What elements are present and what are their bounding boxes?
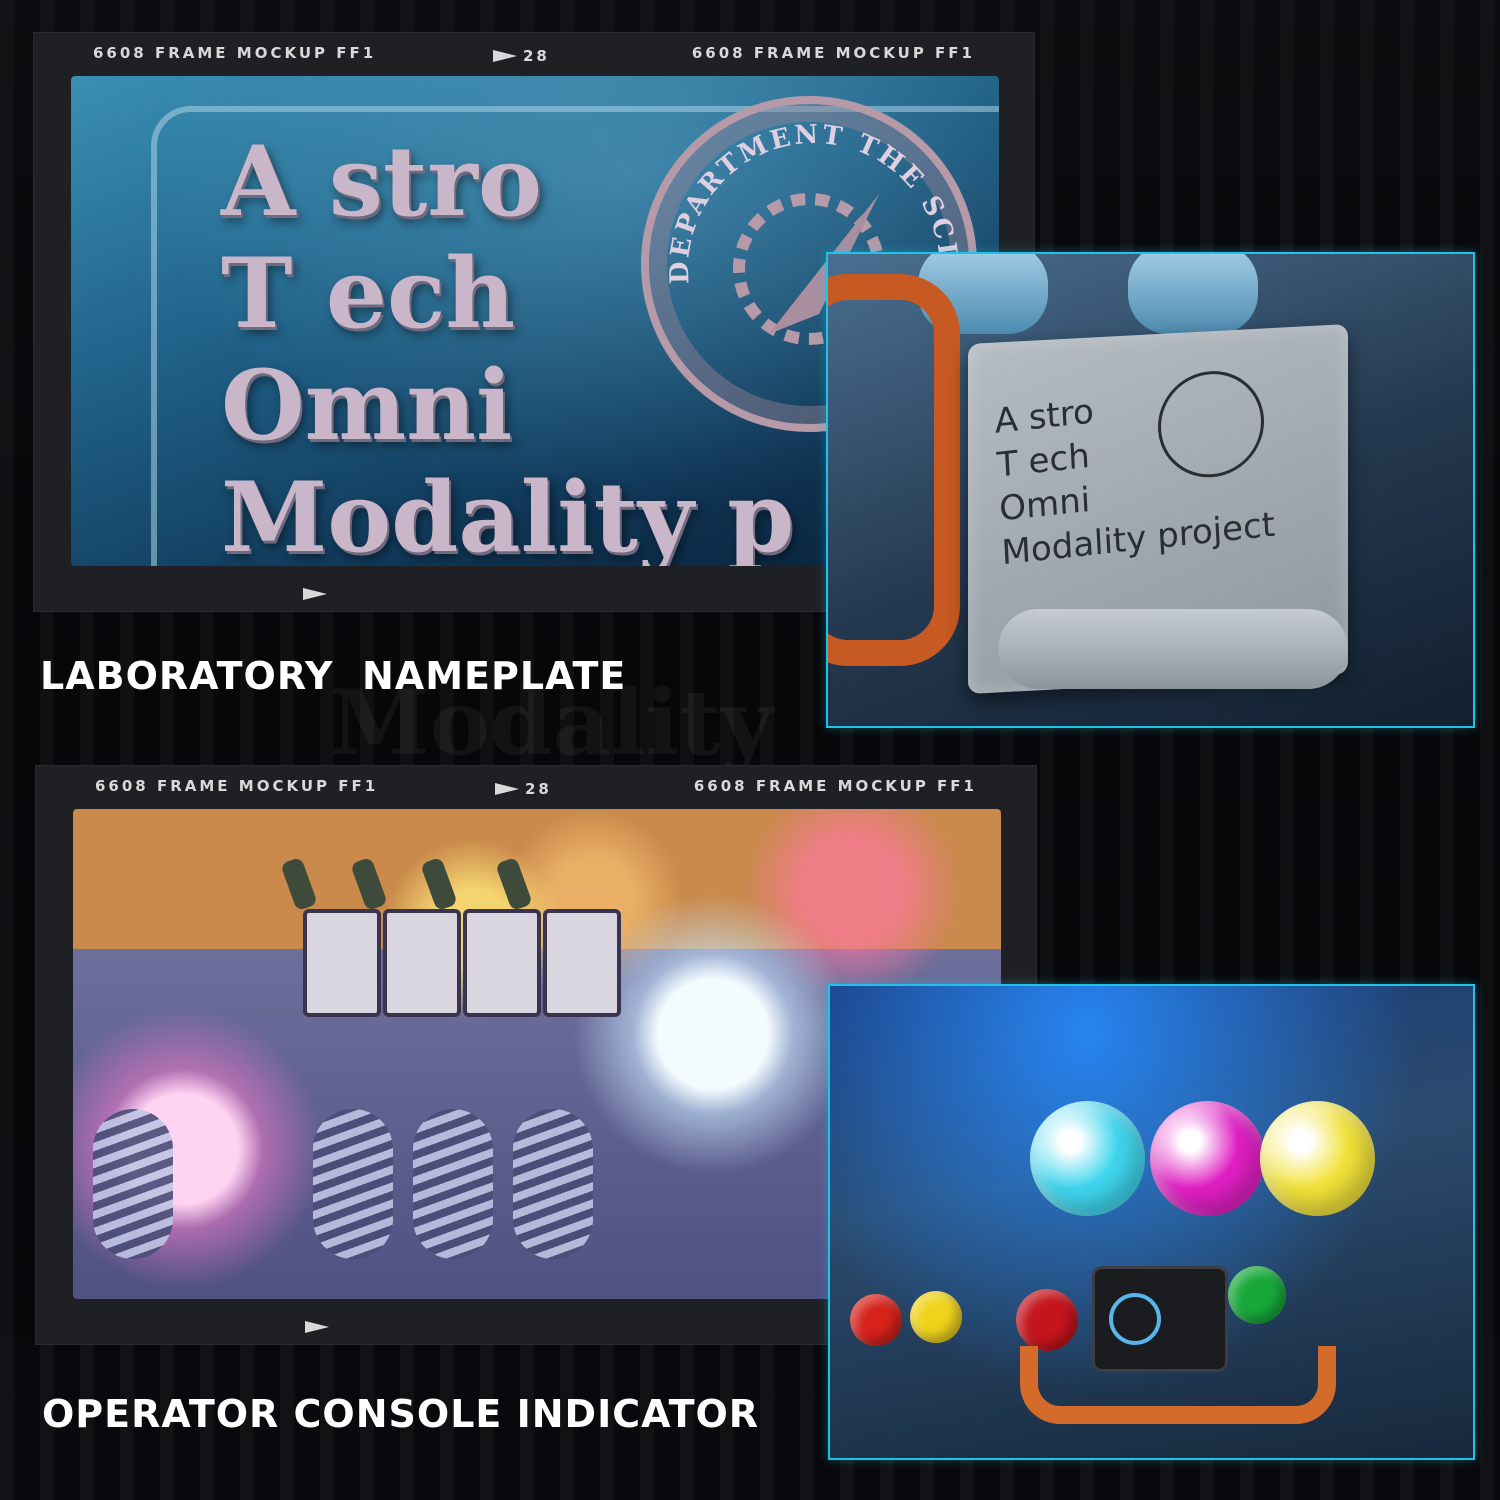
- console-screen: [1092, 1266, 1228, 1372]
- frame-header-number: 28: [495, 777, 552, 801]
- sign-line: Modality p: [221, 461, 795, 567]
- orange-arch-piece: [828, 274, 960, 666]
- frame-header-right: 6608 FRAME MOCKUP FF1: [693, 777, 977, 795]
- console-gauge: [303, 909, 381, 1017]
- frame-header-number: 28: [493, 44, 550, 68]
- frame-arrow-icon: [303, 588, 327, 600]
- indicator-orb: [1030, 1101, 1145, 1216]
- frame-number: 28: [523, 47, 550, 65]
- console-lever: [350, 856, 388, 912]
- console-vent: [93, 1109, 173, 1259]
- caption-laboratory-nameplate: LABORATORY NAMEPLATE: [40, 654, 627, 698]
- console-vent: [513, 1109, 593, 1259]
- caption-operator-console-indicator: OPERATOR CONSOLE INDICATOR: [42, 1392, 760, 1436]
- sign-lettering: A stro T ech Omni Modality p: [221, 125, 795, 567]
- sign-line: Omni: [221, 349, 513, 462]
- frame-header-left: 6608 FRAME MOCKUP FF1: [93, 44, 377, 62]
- frame-arrow-icon: [495, 783, 519, 795]
- sign-line: T ech: [221, 237, 516, 350]
- frame-arrow-icon: [493, 50, 517, 62]
- engraved-lettering: A stro T ech Omni Modality project: [994, 371, 1277, 575]
- console-knob: [1228, 1266, 1286, 1324]
- background-ghost-text: Modality: [330, 670, 774, 776]
- photo-nameplate-brick: A stro T ech Omni Modality project: [826, 252, 1475, 728]
- console-lever: [495, 856, 533, 912]
- console-knob: [1016, 1289, 1078, 1351]
- console-knob: [910, 1291, 962, 1343]
- console-lever: [280, 856, 318, 912]
- department-seal: DEPARTMENT THE SCIENCE: [641, 96, 977, 432]
- indicator-orb: [1150, 1101, 1265, 1216]
- console-gauge: [383, 909, 461, 1017]
- rounded-base-plate: [998, 609, 1348, 689]
- console-knob: [850, 1294, 902, 1346]
- sign-line: A stro: [221, 125, 542, 238]
- console-vent: [313, 1109, 393, 1259]
- blue-cylinder: [1128, 254, 1258, 334]
- orange-handle: [1020, 1346, 1336, 1424]
- frame-arrow-icon: [305, 1321, 329, 1333]
- frame-number: 28: [525, 780, 552, 798]
- frame-header-right: 6608 FRAME MOCKUP FF1: [691, 44, 975, 62]
- dial-icon: [1109, 1293, 1161, 1345]
- console-vent: [413, 1109, 493, 1259]
- photo-console-bricks: [828, 984, 1475, 1460]
- console-gauge: [463, 909, 541, 1017]
- console-lever: [420, 856, 458, 912]
- frame-header-left: 6608 FRAME MOCKUP FF1: [95, 777, 379, 795]
- indicator-orb: [1260, 1101, 1375, 1216]
- console-gauge: [543, 909, 621, 1017]
- sign-plate-border: [151, 106, 999, 566]
